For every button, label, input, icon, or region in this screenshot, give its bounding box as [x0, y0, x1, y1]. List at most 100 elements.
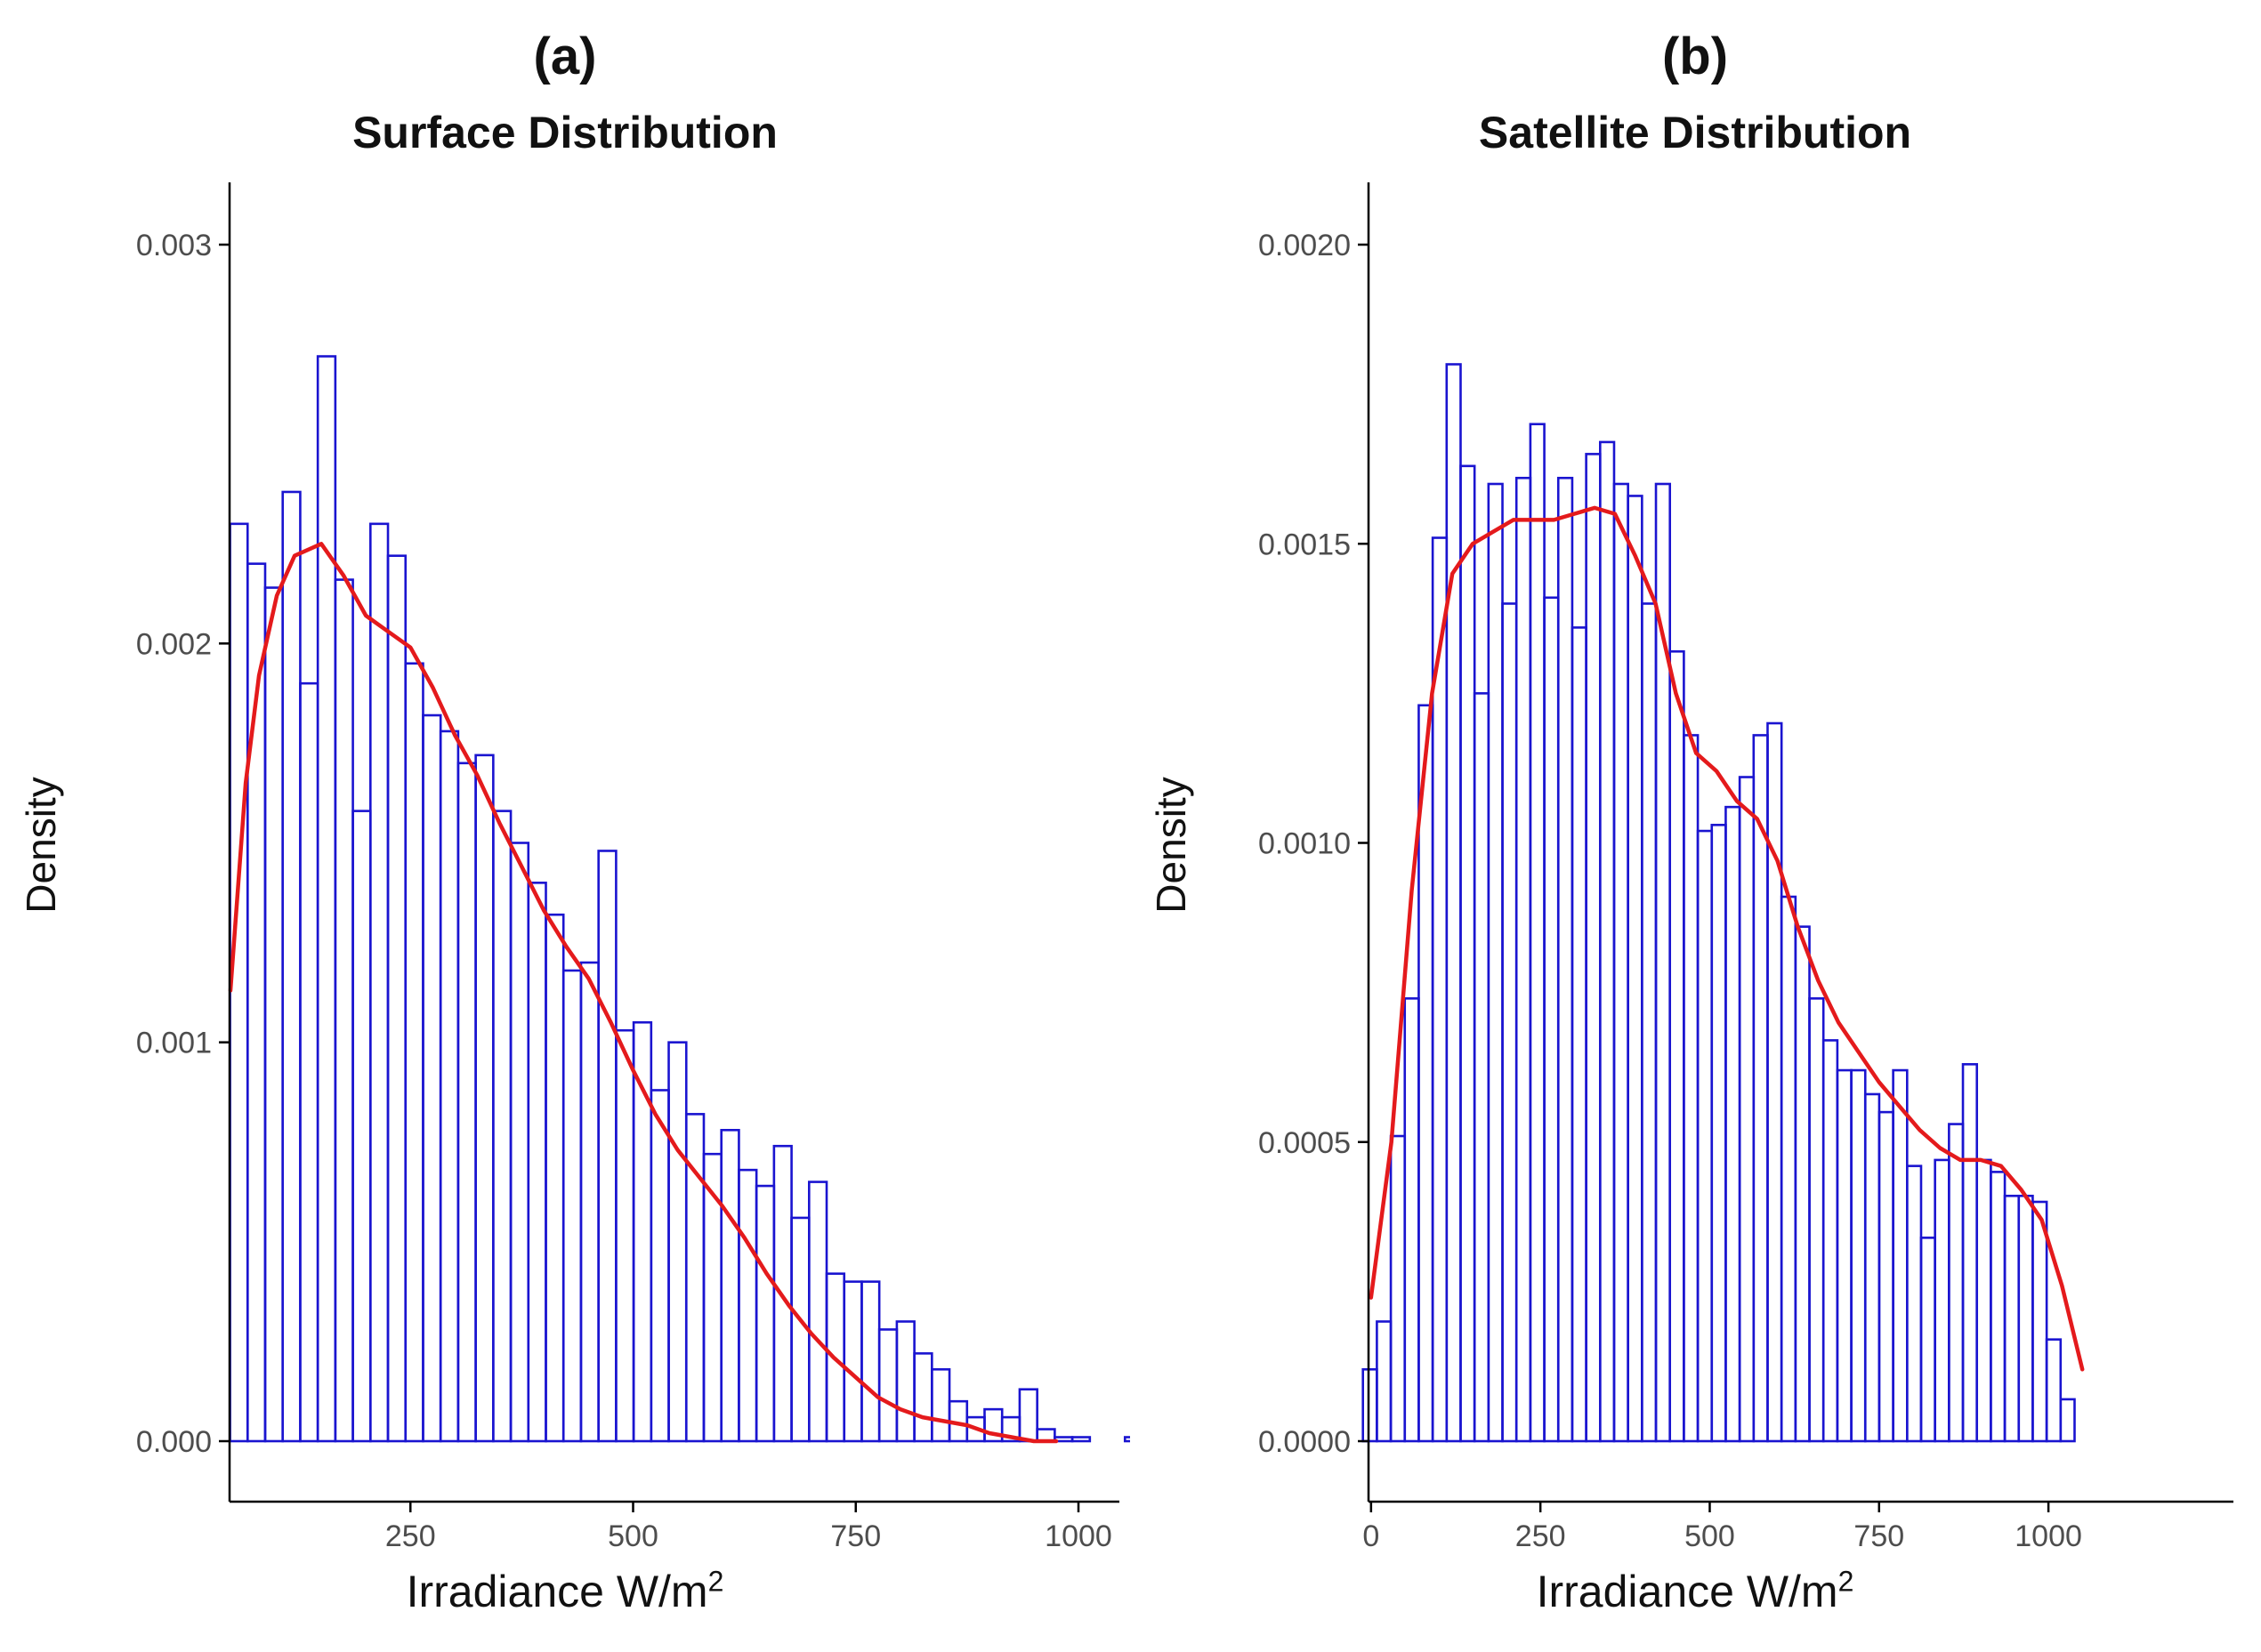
histogram-bar — [597, 850, 618, 1443]
histogram-bar — [1877, 1110, 1894, 1443]
panel-label: (b) — [1661, 28, 1729, 85]
histogram-bar — [386, 554, 408, 1443]
histogram-bar — [843, 1280, 863, 1443]
histogram-bar — [2045, 1338, 2063, 1443]
histogram-bar — [1948, 1123, 1965, 1443]
histogram-bar — [1571, 626, 1587, 1443]
histogram-bar — [1070, 1436, 1092, 1443]
histogram-bar — [351, 810, 372, 1443]
histogram-bar — [1961, 1063, 1979, 1443]
histogram-bar — [1724, 805, 1741, 1443]
histogram-bar — [1836, 1068, 1853, 1443]
histogram-bar — [316, 355, 337, 1443]
panel-satellite-distribution: (b) Satellite Distribution 0.0000 0.0005 0… — [1130, 0, 2260, 1652]
x-tick-label: 0 — [1362, 1519, 1379, 1553]
histogram-bar — [1990, 1171, 2007, 1443]
histogram-bar — [1598, 440, 1616, 1443]
histogram-bar — [1808, 997, 1825, 1443]
histogram-bar — [1529, 423, 1546, 1443]
histogram-bar — [738, 1168, 758, 1443]
histogram-bar — [1780, 895, 1797, 1443]
x-axis-title-superscript: 2 — [707, 1565, 724, 1598]
histogram-bar — [263, 586, 285, 1443]
histogram-bar — [1361, 1368, 1378, 1443]
histogram-bar — [509, 842, 530, 1443]
x-tick-label: 750 — [1853, 1519, 1904, 1553]
x-tick-label: 1000 — [2015, 1519, 2082, 1553]
histogram-bar — [1766, 721, 1783, 1443]
histogram-bar — [1821, 1039, 1839, 1443]
histogram-bar — [1668, 649, 1685, 1443]
histogram-bar — [1514, 476, 1532, 1443]
histogram-bar — [720, 1129, 740, 1443]
histogram-bar — [1123, 1436, 1130, 1443]
histogram-bar — [1473, 692, 1490, 1443]
histogram-bar — [1612, 482, 1629, 1443]
histogram-bar — [1683, 734, 1700, 1443]
x-axis-title-superscript: 2 — [1837, 1565, 1854, 1598]
histogram-bar — [755, 1184, 776, 1443]
histogram-bar — [1641, 602, 1658, 1443]
histogram-bar — [667, 1041, 688, 1443]
density-curve — [228, 542, 1059, 1444]
y-tick-label: 0.0015 — [1258, 528, 1351, 561]
histogram-bar — [615, 1028, 635, 1443]
histogram-bar — [1403, 997, 1420, 1443]
histogram-bar — [1696, 829, 1714, 1443]
histogram-bar — [1018, 1388, 1038, 1443]
histogram-bar — [1892, 1068, 1909, 1443]
x-tick-label: 750 — [830, 1519, 881, 1553]
histogram-bar — [404, 662, 424, 1443]
histogram-bars — [229, 355, 1130, 1443]
histogram-bar — [2017, 1194, 2034, 1443]
histogram-bar — [860, 1280, 881, 1443]
x-axis-title-text: Irradiance W/m — [406, 1567, 708, 1616]
histogram-bar — [334, 578, 354, 1443]
histogram-bar — [1919, 1237, 1936, 1443]
histogram-bar — [456, 762, 477, 1443]
x-tick-label: 250 — [1515, 1519, 1566, 1553]
chart-title: Surface Distribution — [352, 108, 778, 157]
histogram-bar — [1794, 925, 1811, 1443]
panel-surface-distribution: (a) Surface Distribution 0.000 0.001 0.002… — [0, 0, 1130, 1652]
y-tick-label: 0.0005 — [1258, 1126, 1351, 1160]
histogram-bars — [1361, 363, 2076, 1443]
histogram-bar — [1975, 1158, 1992, 1443]
histogram-bar — [877, 1328, 899, 1443]
x-tick-label: 500 — [608, 1519, 658, 1553]
density-curve — [1369, 505, 2085, 1372]
x-axis-title-text: Irradiance W/m — [1536, 1567, 1838, 1616]
histogram-bar — [492, 810, 513, 1443]
histogram-bar — [895, 1320, 916, 1443]
histogram-bar — [474, 753, 495, 1443]
histogram-bar — [1850, 1068, 1867, 1443]
y-tick-label: 0.0000 — [1258, 1425, 1351, 1459]
histogram-plot: 0.000 0.001 0.002 0.003 250 500 750 1000 — [136, 182, 1130, 1553]
histogram-bar — [1459, 464, 1476, 1443]
histogram-bar — [527, 882, 547, 1443]
x-axis-title: Irradiance W/m2 — [0, 1566, 1130, 1617]
histogram-bar — [913, 1352, 933, 1443]
histogram-bar — [2003, 1194, 2021, 1443]
histogram-bar — [281, 490, 302, 1443]
panel-label: (a) — [533, 28, 597, 85]
histogram-bar — [931, 1368, 951, 1443]
histogram-bar — [1585, 453, 1602, 1443]
y-tick-label: 0.000 — [136, 1425, 212, 1459]
histogram-bar — [1627, 495, 1643, 1443]
x-tick-label: 250 — [385, 1519, 436, 1553]
histogram-bar — [702, 1152, 723, 1443]
histogram-bar — [439, 729, 460, 1443]
histogram-bar — [1445, 363, 1462, 1443]
histogram-bar — [2031, 1200, 2048, 1443]
histogram-bar — [545, 913, 565, 1443]
histogram-bar — [299, 681, 319, 1443]
histogram-bar — [1487, 482, 1504, 1443]
histogram-bar — [650, 1089, 670, 1443]
histogram-bar — [1738, 776, 1756, 1443]
histogram-bar — [1543, 596, 1560, 1443]
histogram-plot: 0.0000 0.0005 0.0010 0.0015 0.0020 0 250 500 750… — [1258, 182, 2233, 1553]
x-tick-label: 1000 — [1045, 1519, 1112, 1553]
y-axis-title: Density — [18, 777, 64, 914]
